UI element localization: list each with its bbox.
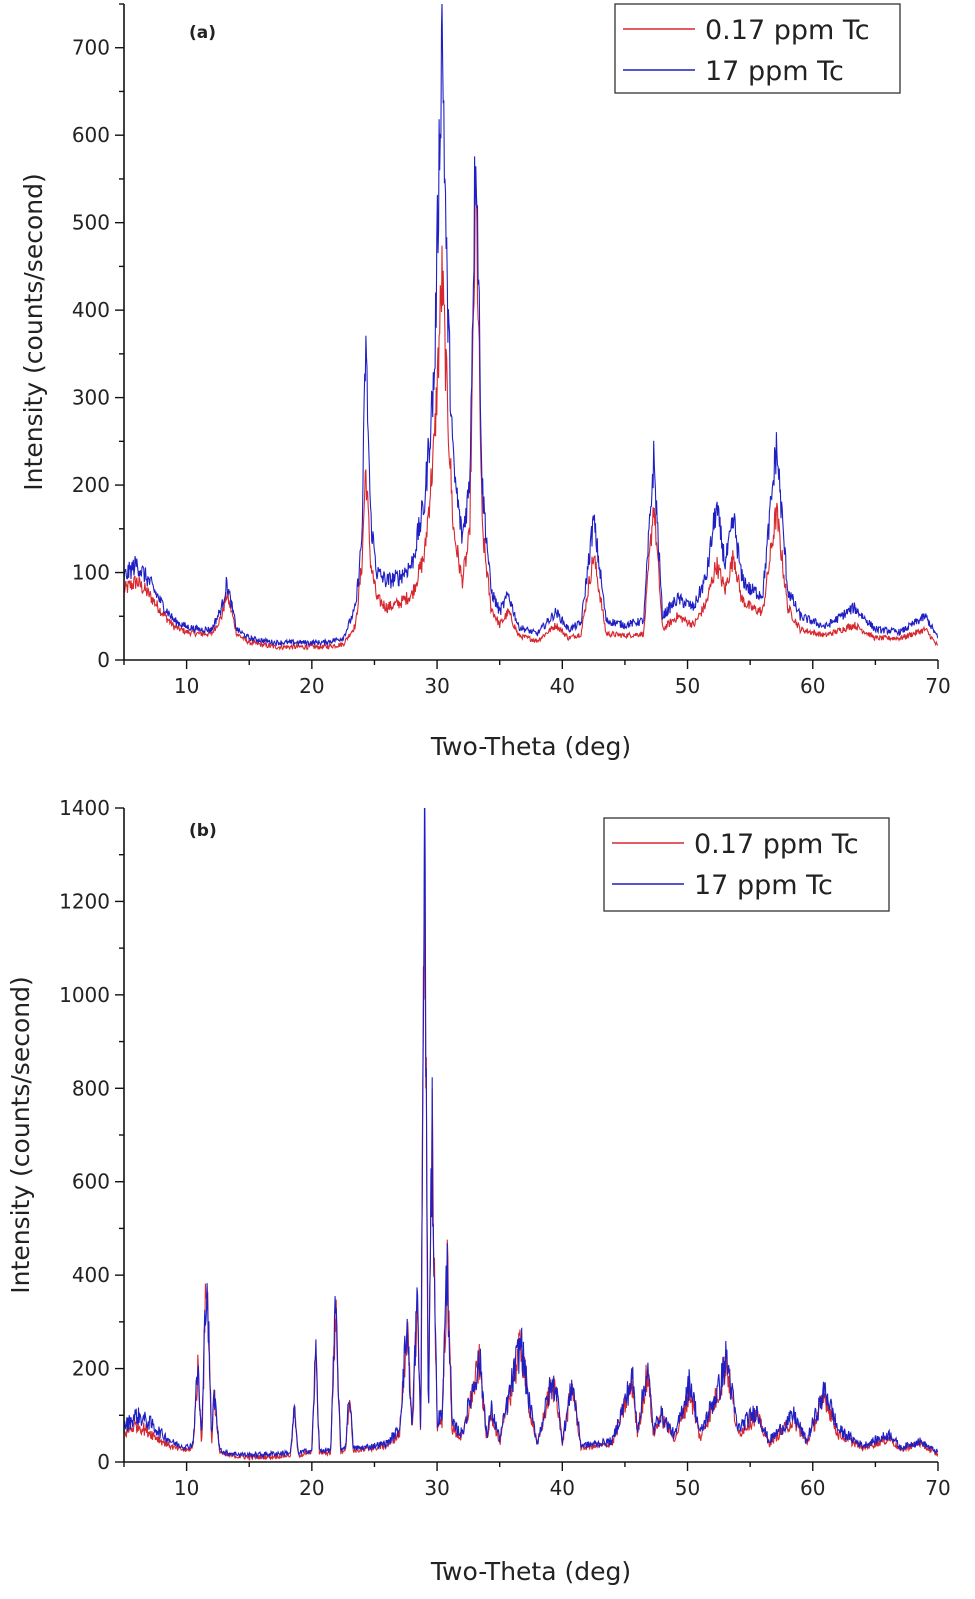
legend: 0.17 ppm Tc 17 ppm Tc (614, 3, 901, 94)
y-tick-label: 200 (72, 1357, 110, 1381)
x-axis-title: Two-Theta (deg) (430, 732, 631, 761)
x-tick-label: 40 (550, 674, 575, 698)
x-tick-label: 30 (424, 1476, 449, 1500)
x-tick-label: 10 (174, 1476, 199, 1500)
x-tick-label: 20 (299, 674, 324, 698)
x-tick-label: 40 (550, 1476, 575, 1500)
legend-label: 0.17 ppm Tc (705, 15, 870, 46)
legend-label: 0.17 ppm Tc (694, 829, 859, 860)
plot-area (124, 4, 938, 651)
panel-label: (a) (189, 23, 216, 43)
y-tick-label: 800 (72, 1076, 110, 1100)
y-tick-label: 300 (72, 386, 110, 410)
y-tick-label: 100 (72, 561, 110, 585)
y-tick-label: 1200 (59, 889, 110, 913)
chart-panel-b: 10 20 30 40 50 60 70 0 200 400 600 800 1000 1200 1400 T… (6, 796, 951, 1586)
y-tick-label: 600 (72, 123, 110, 147)
y-tick-label: 400 (72, 1263, 110, 1287)
x-tick-label: 70 (925, 674, 950, 698)
y-tick-label: 0 (97, 648, 110, 672)
x-tick-label: 60 (800, 1476, 825, 1500)
y-tick-label: 1000 (59, 983, 110, 1007)
x-tick-label: 50 (675, 674, 700, 698)
x-tick-label: 20 (299, 1476, 324, 1500)
y-axis-title: Intensity (counts/second) (6, 976, 35, 1293)
y-tick-label: 500 (72, 211, 110, 235)
series-line-red (124, 181, 938, 651)
y-tick-label: 400 (72, 298, 110, 322)
chart-panel-a: 10 20 30 40 50 60 700100200300400500600700Two-… (19, 3, 951, 761)
plot-area (124, 808, 938, 1461)
x-axis-title: Two-Theta (deg) (430, 1557, 631, 1586)
legend: 0.17 ppm Tc 17 ppm Tc (603, 817, 890, 912)
series-line-blue (124, 4, 938, 648)
legend-box (603, 817, 890, 912)
y-tick-label: 700 (72, 36, 110, 60)
x-tick-label: 30 (424, 674, 449, 698)
series-line-red (124, 816, 938, 1461)
y-axis-title: Intensity (counts/second) (19, 173, 48, 490)
series-line-blue (124, 808, 938, 1459)
panel-label: (b) (189, 821, 217, 841)
legend-label: 17 ppm Tc (694, 870, 833, 901)
y-tick-label: 0 (97, 1450, 110, 1474)
x-tick-label: 50 (675, 1476, 700, 1500)
legend-box (614, 3, 901, 94)
y-tick-label: 600 (72, 1170, 110, 1194)
y-tick-label: 1400 (59, 796, 110, 820)
x-tick-label: 10 (174, 674, 199, 698)
legend-label: 17 ppm Tc (705, 56, 844, 87)
x-tick-label: 60 (800, 674, 825, 698)
y-tick-label: 200 (72, 473, 110, 497)
x-tick-label: 70 (925, 1476, 950, 1500)
